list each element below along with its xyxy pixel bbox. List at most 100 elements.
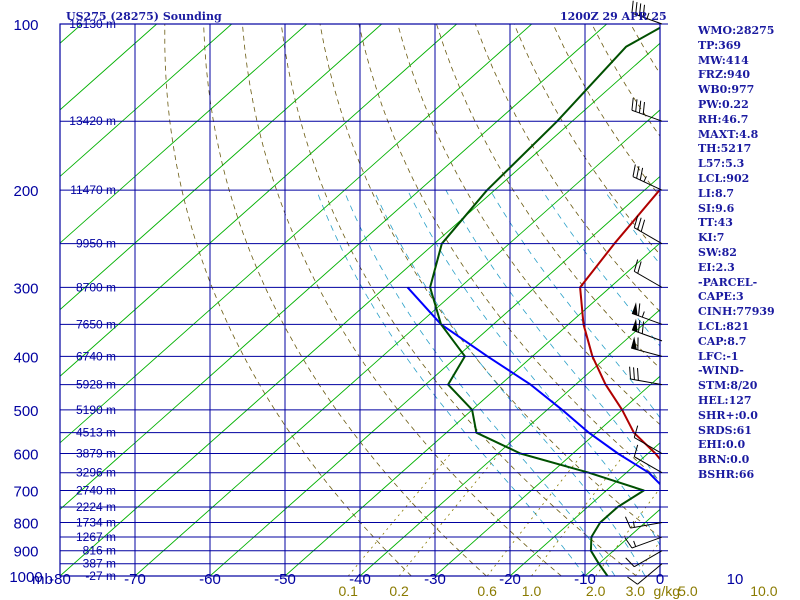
wind-barb-staff xyxy=(634,456,663,474)
mixing-ratio-unit: g/kg xyxy=(654,583,680,599)
wind-barb xyxy=(631,318,663,342)
isotherm xyxy=(60,24,82,44)
wind-barb-staff xyxy=(634,437,663,454)
isotherm xyxy=(0,24,7,588)
dry-adiabat xyxy=(203,24,487,576)
height-label: 3879 m xyxy=(76,447,116,461)
stat-item: -WIND- xyxy=(698,364,744,378)
height-label: 6740 m xyxy=(76,349,116,363)
stat-item: L57:5.3 xyxy=(698,157,745,171)
wind-barb-flag xyxy=(641,321,645,334)
mixing-ratio-label: 0.6 xyxy=(477,583,497,599)
wind-barb-staff xyxy=(630,522,663,529)
temperature-tick-label: -20 xyxy=(499,571,521,588)
pressure-label: 900 xyxy=(13,544,38,561)
mixing-ratio-label: 3.0 xyxy=(626,583,646,599)
wind-barb-staff xyxy=(634,270,663,288)
wind-barb-staff xyxy=(637,563,663,585)
wind-barb-flag xyxy=(629,366,631,380)
wind-barb xyxy=(633,215,663,245)
pressure-label: 700 xyxy=(13,483,38,500)
wind-barb-half-flag xyxy=(643,176,647,182)
wind-barb-flag xyxy=(638,3,642,16)
wind-barb-flag xyxy=(631,0,634,14)
stat-item: CINH:77939 xyxy=(698,305,775,319)
stat-item: SW:82 xyxy=(698,245,737,259)
stat-item: RH:46.7 xyxy=(698,112,749,126)
height-label: 11470 m xyxy=(70,183,116,197)
pressure-label: 1000 xyxy=(9,569,42,586)
height-label: 2740 m xyxy=(76,483,116,497)
wind-barb-half-flag xyxy=(641,311,645,318)
isotherm xyxy=(434,375,660,576)
isotherm xyxy=(60,24,607,511)
wind-barb xyxy=(633,259,663,288)
dewpoint-trace xyxy=(429,26,660,576)
stat-item: BRN:0.0 xyxy=(698,453,750,467)
stat-item: MW:414 xyxy=(698,53,749,67)
wind-barb xyxy=(624,516,663,529)
isotherm xyxy=(60,24,457,377)
wind-barb xyxy=(633,444,663,474)
isotherm xyxy=(284,242,660,576)
stat-item: MAXT:4.8 xyxy=(698,127,759,141)
isotherm xyxy=(209,175,660,576)
pressure-label: 400 xyxy=(13,349,38,366)
isotherm xyxy=(134,109,660,576)
temperature-tick-label: -70 xyxy=(124,571,146,588)
height-label: 387 m xyxy=(83,557,116,571)
stat-item: TT:43 xyxy=(698,216,733,230)
wind-barb xyxy=(631,0,663,25)
sounding-indices-panel: WMO:28275 TP:369 MW:414 FRZ:940 WB0:977 PW:0.… xyxy=(698,24,798,483)
height-label: 5928 m xyxy=(76,378,116,392)
wind-barb-flag xyxy=(624,537,633,549)
temperature-tick-label: -60 xyxy=(199,571,221,588)
wind-barb xyxy=(631,97,663,122)
wind-barb-half-flag xyxy=(633,540,637,547)
wind-barb-flag xyxy=(642,4,645,18)
stat-item: EHI:0.0 xyxy=(698,438,746,452)
dry-adiabat xyxy=(280,24,637,576)
wind-barb-staff xyxy=(632,176,663,191)
stat-item: EI:2.3 xyxy=(698,260,735,274)
stat-item: WB0:977 xyxy=(698,83,755,97)
pressure-unit-label: mb xyxy=(32,571,53,588)
mixing-ratio-label: 2.0 xyxy=(586,583,606,599)
height-label: 4513 m xyxy=(76,426,116,440)
moist-adiabat xyxy=(316,190,586,576)
stat-item: LCL:902 xyxy=(698,171,750,185)
wind-barb-pennant xyxy=(631,336,637,350)
isotherm xyxy=(60,24,382,311)
isotherm xyxy=(60,24,532,444)
wind-barb xyxy=(632,164,663,191)
isotherm xyxy=(359,309,660,576)
stat-item: SI:9.6 xyxy=(698,201,735,215)
mixing-ratio-line xyxy=(398,453,500,576)
wind-barb-flag xyxy=(632,164,636,177)
wind-barb-flag xyxy=(642,102,645,115)
wind-barb-half-flag xyxy=(632,521,635,528)
wind-barb-flag xyxy=(625,557,635,568)
wind-barb-pennant xyxy=(631,302,638,316)
pressure-label: 100 xyxy=(13,17,38,34)
wind-barb-flag xyxy=(637,217,642,230)
moist-adiabat xyxy=(489,189,660,419)
stat-item: CAP:8.7 xyxy=(698,334,747,348)
isotherm xyxy=(60,42,660,576)
wind-barb xyxy=(633,425,663,454)
height-label: 9950 m xyxy=(76,237,116,251)
temperature-tick-label: -50 xyxy=(274,571,296,588)
stat-item: LCL:821 xyxy=(698,319,750,333)
wind-barb-flag xyxy=(633,367,635,380)
mixing-ratio-label: 5.0 xyxy=(678,583,698,599)
wind-barb-flag xyxy=(633,425,639,438)
stat-item: CAPE:3 xyxy=(698,290,744,304)
mixing-ratio-label: 0.2 xyxy=(389,583,409,599)
stat-item: TP:369 xyxy=(698,38,742,52)
stat-item: KI:7 xyxy=(698,231,725,245)
temperature-trace xyxy=(579,188,660,461)
height-label: 16130 m xyxy=(69,17,116,31)
wind-barb xyxy=(631,302,663,325)
chart-frame xyxy=(59,23,661,577)
mixing-ratio-line xyxy=(486,453,584,576)
